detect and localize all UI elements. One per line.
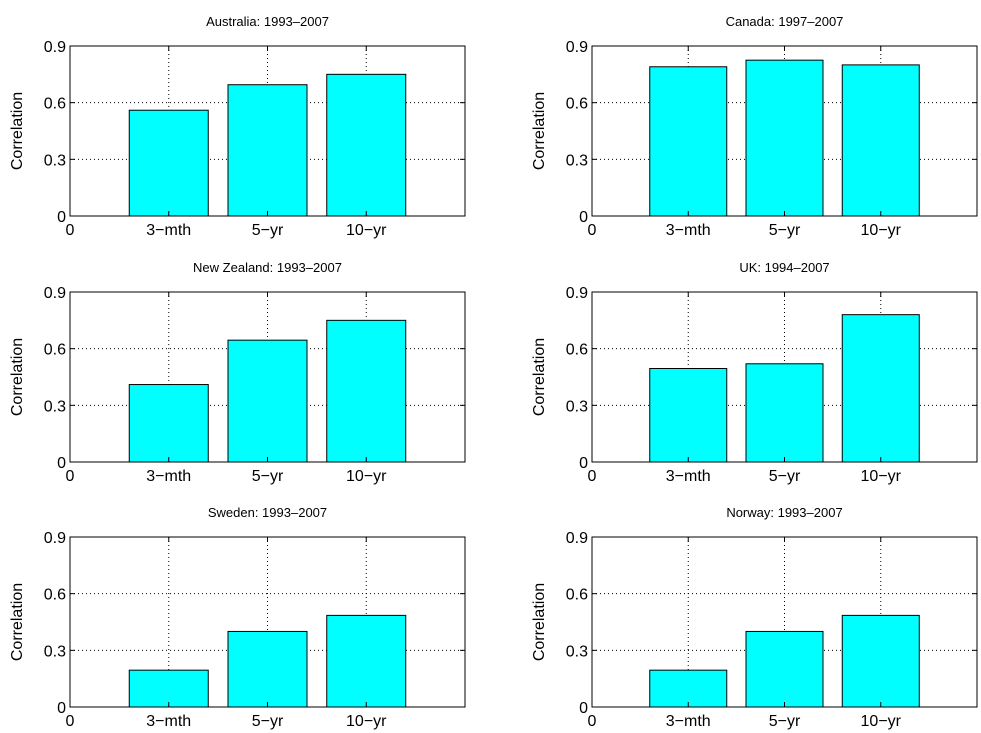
bar-1 bbox=[649, 66, 728, 217]
x-tick-label: 5−yr bbox=[769, 222, 801, 239]
y-tick-label: 0 bbox=[57, 700, 66, 717]
y-axis-label: Correlation bbox=[531, 338, 548, 416]
panel-new-zealand: New Zealand: 1993–2007 Correlation 00.30… bbox=[9, 260, 466, 485]
x-tick-label: 10−yr bbox=[346, 222, 387, 239]
x-tick-label: 0 bbox=[588, 468, 597, 485]
x-tick-label: 5−yr bbox=[769, 468, 801, 485]
bar-3 bbox=[841, 314, 920, 463]
x-tick-label: 3−mth bbox=[666, 713, 711, 730]
panel-title: Sweden: 1993–2007 bbox=[208, 505, 327, 520]
bar-2 bbox=[745, 630, 824, 708]
plot-area: 0 0.3 0.6 0.9 0 3−mth 5−yr 10−yr bbox=[566, 285, 978, 485]
bar-1 bbox=[128, 109, 209, 217]
bar-2 bbox=[227, 339, 308, 463]
x-tick-label: 10−yr bbox=[861, 222, 902, 239]
x-tick-label: 0 bbox=[66, 713, 75, 730]
bar-1 bbox=[649, 669, 728, 708]
y-axis-label: Correlation bbox=[531, 583, 548, 661]
y-tick-label: 0.9 bbox=[566, 285, 588, 302]
y-tick-label: 0.6 bbox=[44, 587, 66, 604]
x-tick-label: 5−yr bbox=[252, 468, 284, 485]
y-tick-label: 0.9 bbox=[566, 39, 588, 56]
y-tick-label: 0.9 bbox=[44, 39, 66, 56]
plot-area: 0 0.3 0.6 0.9 0 3−mth 5−yr 10−yr bbox=[44, 285, 466, 485]
panel-sweden: Sweden: 1993–2007 Correlation 0 0.3 0.6 0.9… bbox=[9, 505, 466, 730]
y-tick-label: 0.6 bbox=[566, 342, 588, 359]
plot-area: 0 0.3 0.6 0.9 0 3−mth 5−yr 10−yr bbox=[44, 530, 466, 730]
bar-3 bbox=[326, 319, 407, 463]
x-tick-label: 3−mth bbox=[666, 222, 711, 239]
y-tick-label: 0.6 bbox=[566, 587, 588, 604]
y-tick-label: 0 bbox=[57, 209, 66, 226]
x-tick-label: 3−mth bbox=[146, 713, 191, 730]
x-tick-label: 5−yr bbox=[769, 713, 801, 730]
y-tick-label: 0.6 bbox=[44, 96, 66, 113]
y-tick-label: 0.3 bbox=[44, 152, 66, 169]
y-tick-label: 0.6 bbox=[566, 96, 588, 113]
y-tick-label: 0.3 bbox=[566, 398, 588, 415]
bar-3 bbox=[841, 64, 920, 217]
x-tick-label: 3−mth bbox=[146, 222, 191, 239]
x-tick-label: 3−mth bbox=[146, 468, 191, 485]
y-tick-label: 0.3 bbox=[566, 643, 588, 660]
bar-3 bbox=[326, 73, 407, 217]
bar-2 bbox=[227, 630, 308, 708]
x-tick-label: 0 bbox=[588, 713, 597, 730]
y-tick-label: 0.3 bbox=[44, 643, 66, 660]
x-tick-label: 0 bbox=[588, 222, 597, 239]
x-tick-label: 10−yr bbox=[861, 468, 902, 485]
panel-title: New Zealand: 1993–2007 bbox=[193, 260, 342, 275]
bar-3 bbox=[326, 614, 407, 708]
y-axis-label: Correlation bbox=[9, 92, 26, 170]
x-tick-label: 5−yr bbox=[252, 713, 284, 730]
x-tick-label: 0 bbox=[66, 222, 75, 239]
bar-2 bbox=[745, 363, 824, 463]
panel-title: Norway: 1993–2007 bbox=[726, 505, 842, 520]
y-tick-label: 0 bbox=[57, 455, 66, 472]
y-tick-label: 0 bbox=[579, 455, 588, 472]
y-tick-label: 0.9 bbox=[44, 530, 66, 547]
panel-canada: Canada: 1997–2007 Correlation 0 0.3 0.6 0.9… bbox=[531, 14, 978, 239]
panel-uk: UK: 1994–2007 Correlation 0 0.3 0.6 0.9 0 3−m… bbox=[531, 260, 978, 485]
panel-title: Canada: 1997–2007 bbox=[726, 14, 844, 29]
x-tick-label: 5−yr bbox=[252, 222, 284, 239]
bar-3 bbox=[841, 614, 920, 708]
y-tick-label: 0 bbox=[579, 700, 588, 717]
y-axis-label: Correlation bbox=[531, 92, 548, 170]
y-tick-label: 0.3 bbox=[44, 398, 66, 415]
bar-1 bbox=[128, 384, 209, 463]
panel-norway: Norway: 1993–2007 Correlation 0 0.3 0.6 0.9… bbox=[531, 505, 978, 730]
plot-area: 0 0.3 0.6 0.9 0 3−mth 5−yr 10−yr bbox=[566, 530, 978, 730]
x-tick-label: 0 bbox=[66, 468, 75, 485]
plot-area: 0 0.3 0.6 0.9 0 3−mth 5−yr 10−yr bbox=[44, 39, 466, 239]
plot-area: 0 0.3 0.6 0.9 0 3−mth 5−yr 10−yr bbox=[566, 39, 978, 239]
y-tick-label: 0.9 bbox=[44, 285, 66, 302]
y-tick-label: 0.9 bbox=[566, 530, 588, 547]
panel-title: UK: 1994–2007 bbox=[739, 260, 829, 275]
x-tick-label: 10−yr bbox=[861, 713, 902, 730]
x-tick-label: 3−mth bbox=[666, 468, 711, 485]
x-tick-label: 10−yr bbox=[346, 713, 387, 730]
y-tick-label: 0.3 bbox=[566, 152, 588, 169]
panel-title: Australia: 1993–2007 bbox=[206, 14, 329, 29]
bar-2 bbox=[227, 84, 308, 217]
bar-2 bbox=[745, 59, 824, 217]
x-tick-label: 10−yr bbox=[346, 468, 387, 485]
panel-australia: Australia: 1993–2007 Correlation 0 0.3 0.6… bbox=[9, 14, 466, 239]
y-axis-label: Correlation bbox=[9, 583, 26, 661]
bar-1 bbox=[649, 368, 728, 463]
bar-1 bbox=[128, 669, 209, 708]
y-tick-label: 0.6 bbox=[44, 342, 66, 359]
y-tick-label: 0 bbox=[579, 209, 588, 226]
y-axis-label: Correlation bbox=[9, 338, 26, 416]
